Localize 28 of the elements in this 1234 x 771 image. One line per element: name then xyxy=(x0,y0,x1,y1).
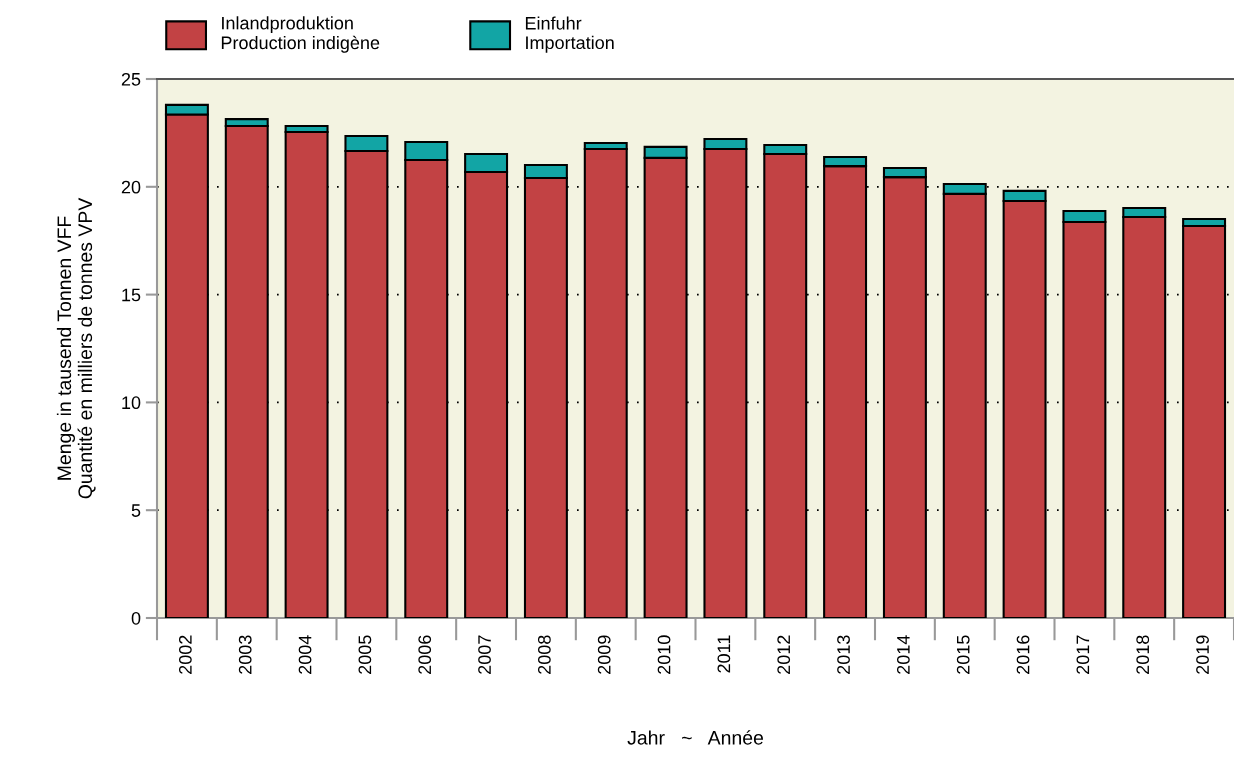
x-tick-label: 2013 xyxy=(837,635,850,674)
x-tick-label: 2005 xyxy=(358,635,372,674)
x-tick-label: 2014 xyxy=(896,635,910,674)
x-axis-title: Jahr ~ Année xyxy=(627,730,764,745)
x-tick-label: 2007 xyxy=(478,635,491,674)
x-tick-label: 2019 xyxy=(1196,635,1209,674)
x-tick-label: 2016 xyxy=(1016,635,1030,674)
x-tick-label: 2009 xyxy=(597,635,611,674)
x-tick-label: 2015 xyxy=(956,635,970,674)
x-tick-label: 2008 xyxy=(537,635,551,674)
y-tick-label: 0 xyxy=(131,611,141,625)
x-tick-label: 2003 xyxy=(238,635,252,674)
x-tick-label: 2012 xyxy=(777,635,791,674)
y-tick-label: 20 xyxy=(121,180,141,194)
y-tick-label: 5 xyxy=(131,504,141,517)
x-tick-label: 2002 xyxy=(178,635,192,674)
legend-label: Inlandproduktion Production indigène xyxy=(221,16,380,53)
x-tick-label: 2004 xyxy=(298,635,312,674)
x-tick-label: 2018 xyxy=(1136,635,1150,674)
y-tick-label: 15 xyxy=(122,288,141,302)
x-tick-label: 2017 xyxy=(1076,635,1090,674)
x-tick-label: 2011 xyxy=(717,635,731,673)
y-axis-title: Menge in tausend Tonnen VFF Quantité en milliers de tonnes VPV xyxy=(56,197,96,499)
x-tick-label: 2006 xyxy=(418,635,432,674)
x-tick-label: 2010 xyxy=(657,635,671,674)
legend-label: Einfuhr Importation xyxy=(525,16,614,53)
y-tick-label: 25 xyxy=(121,72,141,86)
y-tick-label: 10 xyxy=(122,396,141,410)
